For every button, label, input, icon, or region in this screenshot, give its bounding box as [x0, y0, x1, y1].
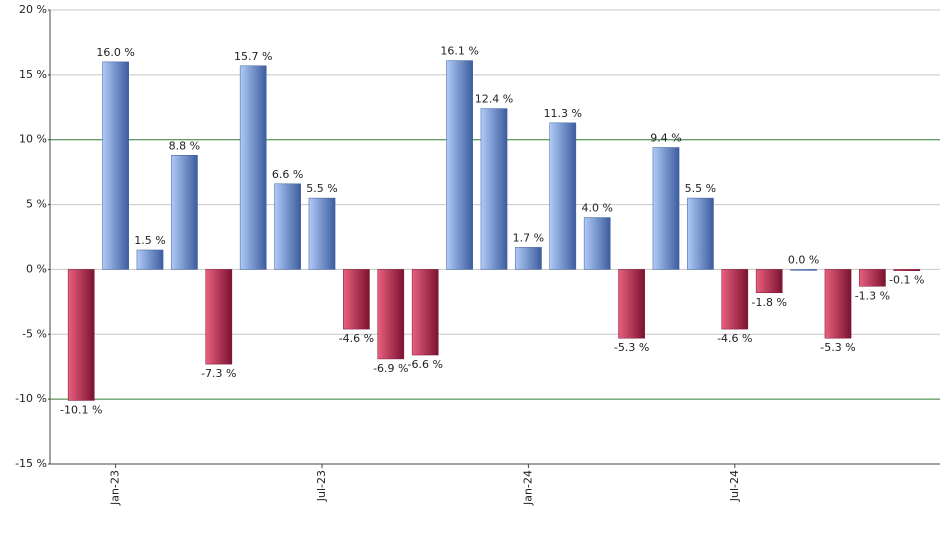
data-label: -4.6 % [717, 332, 752, 345]
data-label: -7.3 % [201, 367, 236, 380]
y-tick-label: 10 % [19, 133, 47, 146]
bar [859, 269, 886, 287]
data-label: 5.5 % [685, 182, 716, 195]
data-label: -6.6 % [407, 358, 442, 371]
data-label: 6.6 % [272, 168, 303, 181]
bar [377, 269, 405, 360]
bar [308, 197, 336, 270]
data-label: 15.7 % [234, 50, 272, 63]
data-label: -1.8 % [751, 296, 786, 309]
bar [239, 65, 267, 270]
x-tick-label: Jul-24 [728, 470, 741, 502]
data-label: 11.3 % [544, 107, 582, 120]
y-tick-label: -10 % [15, 392, 47, 405]
data-label: 12.4 % [475, 93, 513, 106]
data-label: 16.0 % [96, 46, 134, 59]
bar [171, 155, 198, 270]
data-label: 8.8 % [169, 139, 200, 152]
bar [67, 269, 95, 401]
bar [102, 61, 129, 270]
bar [824, 269, 852, 339]
x-tick-label: Jul-23 [315, 470, 328, 502]
y-tick-label: 15 % [19, 68, 47, 81]
y-tick-label: -15 % [15, 457, 47, 470]
bar [136, 249, 164, 270]
bar [515, 247, 542, 270]
bar [205, 269, 233, 365]
bar [652, 147, 680, 270]
data-label: -1.3 % [855, 289, 890, 302]
bar [893, 269, 921, 271]
data-label: -6.9 % [373, 362, 408, 375]
bar [790, 269, 817, 271]
x-tick-label: Jan-24 [521, 470, 534, 506]
bar [755, 269, 783, 294]
data-label: 1.7 % [513, 231, 544, 244]
data-label: 16.1 % [440, 45, 478, 58]
data-label: -10.1 % [60, 403, 102, 416]
data-label: 9.4 % [650, 131, 681, 144]
data-label: -5.3 % [614, 341, 649, 354]
data-label: -5.3 % [820, 341, 855, 354]
data-label: 5.5 % [306, 182, 337, 195]
bar [343, 269, 370, 330]
bar [411, 269, 439, 356]
bar [446, 60, 473, 270]
data-label: -4.6 % [339, 332, 374, 345]
y-tick-label: 5 % [26, 198, 47, 211]
data-label: -0.1 % [889, 274, 924, 287]
y-tick-label: 0 % [26, 262, 47, 275]
bar [274, 183, 301, 270]
y-tick-label: 20 % [19, 3, 47, 16]
data-label: 0.0 % [788, 253, 819, 266]
bar [480, 108, 508, 270]
y-tick-label: -5 % [22, 327, 47, 340]
bar [721, 269, 749, 330]
x-tick-label: Jan-23 [109, 470, 122, 506]
data-label: 1.5 % [134, 234, 165, 247]
bar [549, 122, 577, 270]
bar [687, 197, 714, 270]
data-label: 4.0 % [581, 202, 612, 215]
bar [618, 269, 645, 339]
bar [583, 217, 611, 270]
